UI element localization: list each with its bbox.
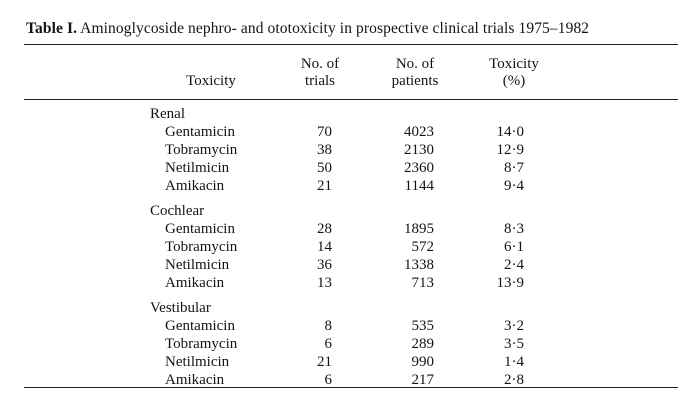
drug-name: Gentamicin	[165, 221, 235, 237]
header-rule	[24, 99, 678, 100]
trials-count: 70	[317, 124, 332, 140]
drug-name: Amikacin	[165, 178, 225, 194]
drug-name: Amikacin	[165, 275, 225, 291]
toxicity-percent: 3·2	[504, 318, 524, 334]
patients-count: 2360	[404, 160, 434, 176]
table-row: Tobramycin 14 572 6·1	[0, 238, 698, 256]
table-row: Amikacin 13 713 13·9	[0, 274, 698, 292]
toxicity-percent: 1·4	[504, 354, 524, 370]
drug-name: Tobramycin	[165, 336, 238, 352]
trials-count: 28	[317, 221, 332, 237]
header-toxicity-label: Toxicity	[186, 73, 236, 89]
table-label: Table I.	[26, 20, 78, 37]
toxicity-percent: 9·4	[504, 178, 524, 194]
patients-count: 1144	[404, 178, 434, 194]
table-row: Netilmicin 50 2360 8·7	[0, 159, 698, 177]
patients-count: 2130	[404, 142, 434, 158]
trials-count: 8	[324, 318, 333, 334]
drug-name: Amikacin	[165, 372, 225, 388]
table-row: Amikacin 6 217 2·8	[0, 371, 698, 389]
trials-count: 6	[324, 336, 333, 352]
patients-count: 535	[411, 318, 435, 334]
trials-count: 6	[324, 372, 333, 388]
group-title: Vestibular	[150, 300, 211, 316]
patients-count: 572	[411, 239, 435, 255]
patients-count: 1895	[404, 221, 434, 237]
table-row: Gentamicin 28 1895 8·3	[0, 220, 698, 238]
table-caption: Table I. Aminoglycoside nephro- and otot…	[26, 20, 589, 38]
group-renal: Renal Gentamicin 70 4023 14·0 Tobramycin…	[0, 105, 698, 195]
trials-count: 50	[317, 160, 332, 176]
trials-count: 21	[317, 354, 332, 370]
table-row: Gentamicin 70 4023 14·0	[0, 123, 698, 141]
table-row: Amikacin 21 1144 9·4	[0, 177, 698, 195]
drug-name: Netilmicin	[165, 257, 230, 273]
toxicity-percent: 2·4	[504, 257, 524, 273]
table-row: Gentamicin 8 535 3·2	[0, 317, 698, 335]
patients-count: 990	[411, 354, 435, 370]
patients-count: 713	[411, 275, 435, 291]
toxicity-percent: 6·1	[504, 239, 524, 255]
group-cochlear: Cochlear Gentamicin 28 1895 8·3 Tobramyc…	[0, 202, 698, 292]
table-title: Aminoglycoside nephro- and ototoxicity i…	[77, 20, 590, 37]
patients-count: 289	[411, 336, 435, 352]
trials-count: 13	[317, 275, 332, 291]
top-rule	[24, 44, 678, 45]
toxicity-percent: 13·9	[496, 275, 525, 291]
group-title: Renal	[150, 106, 185, 122]
bottom-rule	[24, 387, 678, 388]
drug-name: Tobramycin	[165, 142, 238, 158]
patients-count: 4023	[404, 124, 434, 140]
header-trials-line1: No. of	[300, 56, 340, 72]
header-patients: No. of patients	[380, 56, 450, 90]
drug-name: Netilmicin	[165, 160, 230, 176]
drug-name: Gentamicin	[165, 124, 235, 140]
toxicity-percent: 8·3	[504, 221, 524, 237]
header-percent-line1: Toxicity	[489, 56, 539, 72]
drug-name: Netilmicin	[165, 354, 230, 370]
table-body: Renal Gentamicin 70 4023 14·0 Tobramycin…	[0, 105, 698, 389]
group-title: Cochlear	[150, 203, 205, 219]
table-row: Netilmicin 36 1338 2·4	[0, 256, 698, 274]
header-toxicity-percent: Toxicity (%)	[474, 56, 554, 90]
patients-count: 1338	[404, 257, 434, 273]
table-row: Netilmicin 21 990 1·4	[0, 353, 698, 371]
table-row: Tobramycin 38 2130 12·9	[0, 141, 698, 159]
header-percent-line2: (%)	[502, 73, 526, 89]
header-toxicity: Toxicity	[166, 73, 256, 90]
toxicity-percent: 3·5	[504, 336, 524, 352]
group-vestibular: Vestibular Gentamicin 8 535 3·2 Tobramyc…	[0, 299, 698, 389]
trials-count: 14	[317, 239, 332, 255]
header-trials: No. of trials	[290, 56, 350, 90]
header-trials-line2: trials	[305, 73, 335, 89]
header-patients-line2: patients	[391, 73, 439, 89]
drug-name: Gentamicin	[165, 318, 235, 334]
header-patients-line1: No. of	[395, 56, 435, 72]
drug-name: Tobramycin	[165, 239, 238, 255]
toxicity-percent: 12·9	[496, 142, 525, 158]
trials-count: 38	[317, 142, 332, 158]
toxicity-percent: 2·8	[504, 372, 524, 388]
trials-count: 21	[317, 178, 332, 194]
patients-count: 217	[411, 372, 435, 388]
toxicity-percent: 8·7	[504, 160, 524, 176]
toxicity-percent: 14·0	[496, 124, 525, 140]
table-row: Tobramycin 6 289 3·5	[0, 335, 698, 353]
trials-count: 36	[317, 257, 332, 273]
